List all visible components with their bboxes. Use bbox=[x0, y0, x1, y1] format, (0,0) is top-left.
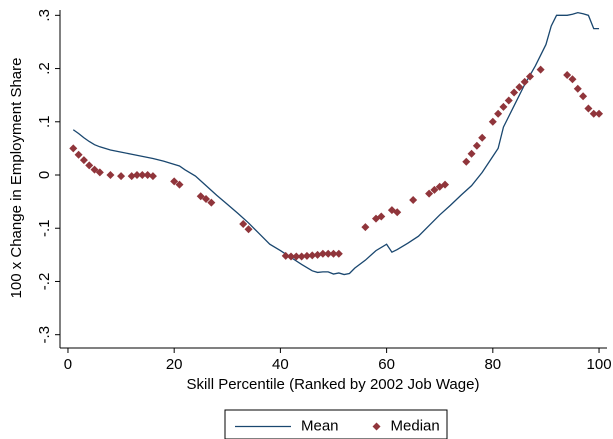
y-tick-label: -.3 bbox=[36, 326, 53, 344]
median-point bbox=[377, 212, 386, 221]
median-point bbox=[409, 196, 418, 205]
median-point bbox=[467, 149, 476, 158]
median-point bbox=[595, 109, 604, 118]
median-point bbox=[85, 161, 94, 170]
median-point bbox=[175, 180, 184, 189]
median-point bbox=[302, 251, 311, 260]
median-point bbox=[244, 225, 253, 234]
median-point bbox=[297, 252, 306, 261]
median-point bbox=[536, 65, 545, 74]
x-tick-label: 100 bbox=[587, 356, 612, 373]
legend-label: Median bbox=[391, 417, 440, 434]
median-point bbox=[106, 171, 115, 180]
median-point bbox=[202, 194, 211, 203]
median-point bbox=[563, 70, 572, 79]
legend-label: Mean bbox=[301, 417, 339, 434]
median-point bbox=[504, 96, 513, 105]
median-point bbox=[69, 144, 78, 153]
median-point bbox=[472, 141, 481, 150]
median-point bbox=[287, 252, 296, 261]
median-point bbox=[584, 104, 593, 113]
median-point bbox=[313, 250, 322, 259]
y-tick-label: .2 bbox=[36, 62, 53, 75]
median-point bbox=[334, 249, 343, 258]
y-tick-label: -.1 bbox=[36, 219, 53, 237]
median-point bbox=[462, 157, 471, 166]
mean-line bbox=[72, 11, 600, 276]
median-point bbox=[494, 109, 503, 118]
y-tick-label: -.2 bbox=[36, 273, 53, 291]
median-point bbox=[499, 102, 508, 111]
x-axis-label: Skill Percentile (Ranked by 2002 Job Wag… bbox=[187, 376, 480, 393]
y-axis-label: 100 x Change in Employment Share bbox=[8, 58, 25, 299]
median-point bbox=[425, 189, 434, 198]
median-point bbox=[329, 249, 338, 258]
median-point bbox=[133, 171, 142, 180]
median-point bbox=[308, 251, 317, 260]
median-point bbox=[74, 150, 83, 159]
median-point bbox=[79, 156, 88, 165]
x-tick-label: 20 bbox=[166, 356, 183, 373]
median-point bbox=[579, 92, 588, 101]
median-point bbox=[127, 172, 136, 181]
median-point bbox=[117, 172, 126, 181]
x-tick-label: 0 bbox=[64, 356, 72, 373]
x-tick-label: 80 bbox=[484, 356, 501, 373]
median-point bbox=[520, 77, 529, 86]
median-point bbox=[318, 249, 327, 258]
legend-box bbox=[224, 409, 448, 439]
median-point bbox=[138, 171, 147, 180]
median-point bbox=[324, 249, 333, 258]
median-point bbox=[170, 177, 179, 186]
median-point bbox=[525, 72, 534, 81]
median-point bbox=[292, 252, 301, 261]
median-point bbox=[239, 219, 248, 228]
median-point bbox=[148, 172, 157, 181]
median-point bbox=[568, 75, 577, 84]
median-point bbox=[478, 133, 487, 142]
median-point bbox=[430, 185, 439, 194]
median-point bbox=[488, 117, 497, 126]
median-point bbox=[589, 109, 598, 118]
median-point bbox=[207, 198, 216, 207]
median-point bbox=[393, 208, 402, 217]
legend-swatch bbox=[372, 422, 381, 431]
median-point bbox=[281, 251, 290, 260]
median-point bbox=[361, 223, 370, 232]
y-tick-label: 0 bbox=[36, 171, 53, 179]
x-tick-label: 40 bbox=[272, 356, 289, 373]
median-point bbox=[510, 88, 519, 97]
median-point bbox=[515, 83, 524, 92]
y-tick-label: .1 bbox=[36, 116, 53, 129]
median-point bbox=[95, 168, 104, 177]
median-point bbox=[573, 84, 582, 93]
y-tick-label: .3 bbox=[36, 9, 53, 22]
x-tick-label: 60 bbox=[378, 356, 395, 373]
median-point bbox=[143, 171, 152, 180]
median-point bbox=[441, 180, 450, 189]
